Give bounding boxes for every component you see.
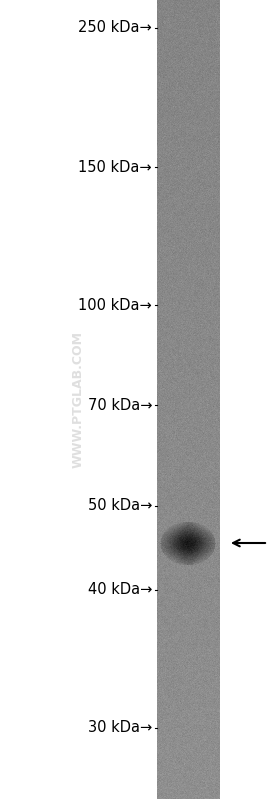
Text: 70 kDa→: 70 kDa→ (87, 397, 152, 412)
Text: 30 kDa→: 30 kDa→ (88, 721, 152, 736)
Text: 100 kDa→: 100 kDa→ (78, 297, 152, 312)
Text: 250 kDa→: 250 kDa→ (78, 21, 152, 35)
Text: 50 kDa→: 50 kDa→ (88, 499, 152, 514)
Text: 40 kDa→: 40 kDa→ (88, 582, 152, 598)
Text: 150 kDa→: 150 kDa→ (78, 160, 152, 174)
Text: WWW.PTGLAB.COM: WWW.PTGLAB.COM (71, 332, 85, 468)
